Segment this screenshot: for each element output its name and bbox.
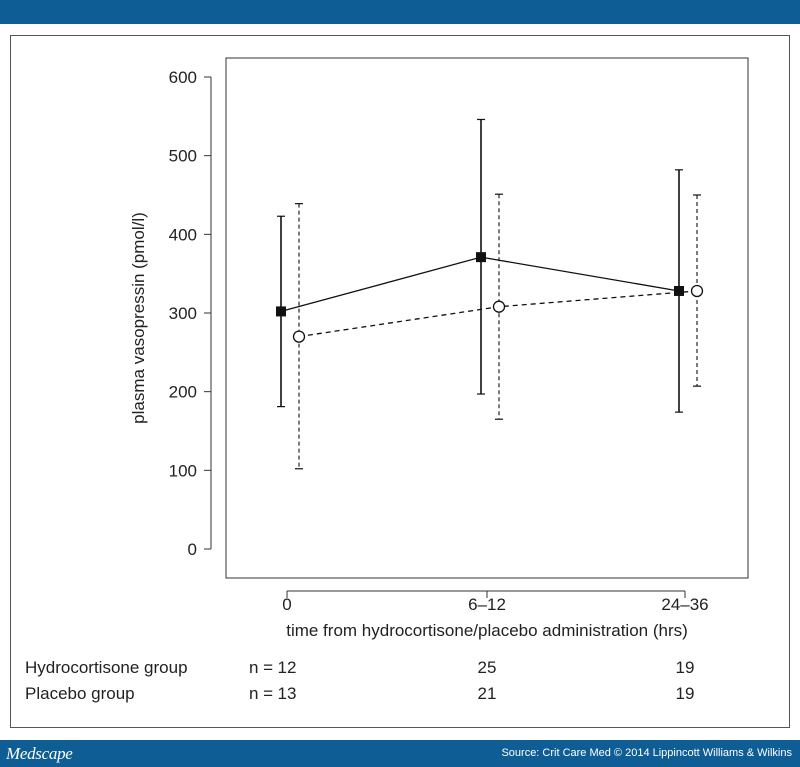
footer-bar: Medscape Source: Crit Care Med © 2014 Li… <box>0 740 800 767</box>
n-table-group-label: Placebo group <box>25 684 135 703</box>
x-tick-label: 0 <box>282 595 291 614</box>
medscape-logo: Medscape <box>6 744 73 763</box>
y-tick-label: 300 <box>169 304 197 323</box>
plot-frame <box>225 57 749 579</box>
y-tick-label: 200 <box>169 383 197 402</box>
y-tick-label: 400 <box>169 225 197 244</box>
n-table-count: 19 <box>676 684 695 703</box>
data-point-square <box>276 306 286 317</box>
n-table-count: 21 <box>478 684 497 703</box>
x-axis-label: time from hydrocortisone/placebo adminis… <box>286 621 688 640</box>
figure-panel: 0 100 200 300 400 500 600 plasma vasopressin (p… <box>10 35 790 728</box>
vasopressin-chart: 0 100 200 300 400 500 600 plasma vasopressin (p… <box>25 57 749 703</box>
x-tick-label: 6–12 <box>468 595 506 614</box>
data-point-circle <box>292 330 306 343</box>
x-tick-label: 24–36 <box>661 595 708 614</box>
data-point-circle <box>690 284 704 298</box>
series-line <box>280 256 680 313</box>
data-point-square <box>674 285 684 296</box>
n-table-count: 19 <box>676 658 695 677</box>
n-table-group-label: Hydrocortisone group <box>25 658 188 677</box>
n-table-count: 13 <box>278 684 297 703</box>
series-line <box>298 290 698 338</box>
n-table-n-label: n = <box>249 658 273 677</box>
n-table-count: 12 <box>278 658 297 677</box>
y-tick-label: 600 <box>169 68 197 87</box>
data-point-square <box>476 252 486 263</box>
y-tick-label: 0 <box>188 540 197 559</box>
n-table-count: 25 <box>478 658 497 677</box>
y-axis-label: plasma vasopressin (pmol/l) <box>129 212 148 424</box>
data-point-circle <box>492 300 506 313</box>
y-tick-label: 100 <box>169 461 197 480</box>
n-table-n-label: n = <box>249 684 273 703</box>
y-tick-label: 500 <box>169 147 197 166</box>
source-credit: Source: Crit Care Med © 2014 Lippincott … <box>501 747 792 759</box>
header-bar <box>0 0 800 24</box>
